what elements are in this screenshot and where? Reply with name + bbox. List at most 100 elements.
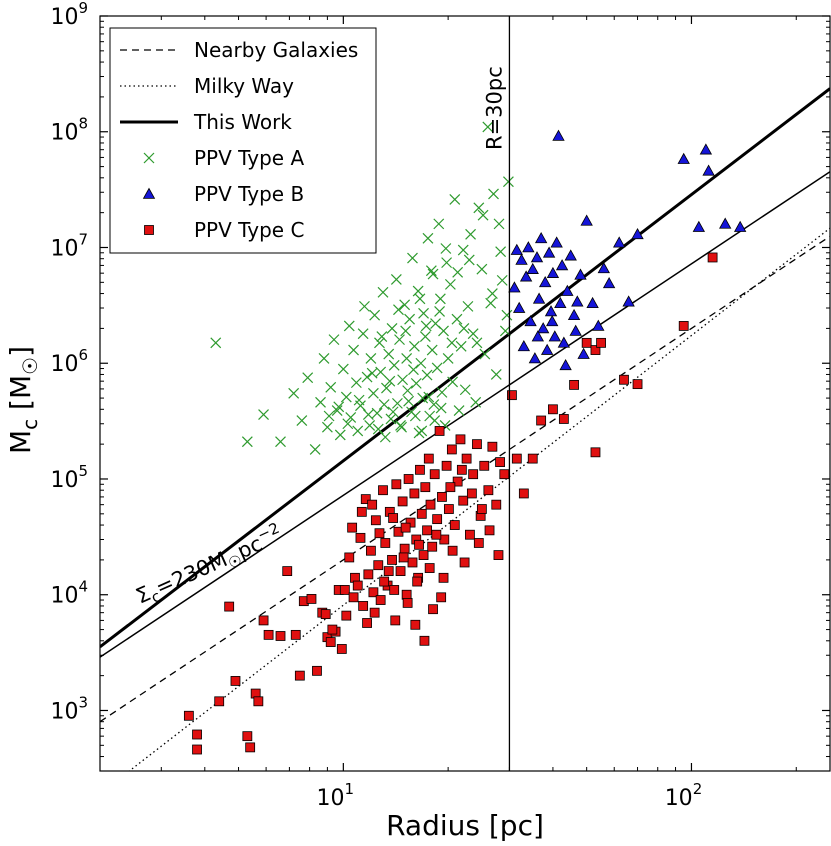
data-point bbox=[420, 482, 431, 493]
plot-area bbox=[100, 16, 830, 771]
data-point bbox=[455, 434, 466, 445]
data-point bbox=[214, 696, 225, 707]
data-point bbox=[230, 676, 241, 686]
data-point bbox=[526, 262, 539, 274]
data-point bbox=[432, 514, 443, 525]
data-point bbox=[477, 209, 489, 221]
data-point bbox=[515, 253, 528, 265]
data-point bbox=[538, 276, 552, 288]
data-point bbox=[333, 401, 345, 413]
data-point bbox=[613, 236, 626, 248]
data-point bbox=[361, 371, 373, 383]
data-point bbox=[374, 528, 385, 539]
data-point bbox=[488, 188, 499, 200]
data-point bbox=[258, 409, 269, 421]
data-point bbox=[418, 550, 429, 560]
legend-swatch bbox=[142, 187, 156, 199]
data-point bbox=[479, 348, 491, 360]
data-point bbox=[559, 358, 572, 371]
data-point bbox=[561, 284, 574, 296]
data-point bbox=[336, 644, 347, 654]
data-point bbox=[455, 340, 467, 352]
data-point bbox=[327, 624, 338, 635]
data-point bbox=[542, 246, 556, 258]
data-point bbox=[590, 447, 601, 458]
y-tick-label: 107 bbox=[50, 230, 88, 261]
data-point bbox=[397, 374, 409, 386]
data-point bbox=[677, 152, 690, 164]
data-point bbox=[452, 476, 463, 487]
data-point bbox=[385, 413, 397, 425]
data-point bbox=[398, 552, 409, 563]
data-point bbox=[438, 572, 449, 583]
data-point bbox=[433, 218, 445, 230]
data-point bbox=[393, 304, 404, 316]
data-point bbox=[323, 410, 335, 422]
data-point bbox=[427, 541, 438, 552]
data-point bbox=[384, 375, 396, 387]
data-point bbox=[419, 331, 431, 342]
data-point bbox=[242, 731, 253, 742]
data-point bbox=[403, 395, 415, 407]
plot-frame bbox=[99, 15, 831, 772]
data-point bbox=[426, 344, 438, 356]
data-point bbox=[466, 488, 477, 499]
data-point bbox=[315, 396, 326, 408]
data-point bbox=[282, 566, 293, 577]
data-point bbox=[402, 385, 414, 397]
data-point bbox=[459, 557, 470, 568]
data-point bbox=[391, 479, 402, 490]
data-point bbox=[412, 285, 424, 297]
data-point bbox=[719, 217, 732, 229]
data-point bbox=[534, 232, 548, 244]
data-point bbox=[356, 506, 367, 517]
data-point bbox=[367, 387, 379, 399]
data-point bbox=[362, 618, 372, 628]
data-point bbox=[344, 552, 355, 563]
data-point bbox=[368, 587, 379, 598]
legend-entry: PPV Type A bbox=[143, 146, 304, 170]
data-point bbox=[416, 508, 427, 519]
data-point bbox=[387, 554, 397, 565]
data-point bbox=[550, 236, 563, 248]
data-point bbox=[428, 604, 438, 615]
legend-swatch bbox=[143, 152, 155, 164]
data-point bbox=[358, 601, 369, 611]
y-tick-label: 106 bbox=[50, 346, 88, 377]
legend-label: Nearby Galaxies bbox=[194, 38, 358, 62]
data-point bbox=[388, 513, 399, 523]
data-point bbox=[302, 372, 314, 384]
data-point bbox=[436, 592, 447, 603]
fit-line bbox=[128, 227, 830, 771]
data-point bbox=[376, 331, 388, 342]
data-point bbox=[434, 426, 445, 436]
data-point bbox=[365, 545, 376, 556]
data-point bbox=[473, 538, 484, 548]
data-point bbox=[462, 300, 474, 312]
data-point bbox=[401, 589, 412, 600]
data-point bbox=[452, 266, 464, 278]
data-point bbox=[495, 457, 505, 467]
data-point bbox=[350, 377, 362, 389]
data-point bbox=[386, 322, 398, 334]
data-point bbox=[493, 550, 504, 560]
data-point bbox=[294, 670, 305, 681]
data-point bbox=[183, 710, 194, 721]
sigma-annotation: Σc=230M☉pc−2 bbox=[131, 519, 288, 612]
data-point bbox=[407, 557, 418, 568]
data-point bbox=[545, 315, 559, 327]
data-point bbox=[446, 444, 457, 455]
data-point bbox=[288, 387, 300, 399]
data-point bbox=[487, 441, 498, 452]
data-point bbox=[429, 469, 440, 480]
y-tick-label: 103 bbox=[50, 693, 88, 724]
data-point bbox=[569, 324, 582, 336]
data-point bbox=[499, 325, 511, 337]
data-point bbox=[536, 322, 550, 334]
data-point bbox=[443, 504, 454, 514]
data-point bbox=[546, 266, 560, 278]
data-point bbox=[458, 495, 469, 506]
data-point bbox=[379, 431, 391, 443]
data-point bbox=[410, 377, 422, 389]
data-point bbox=[442, 353, 454, 364]
